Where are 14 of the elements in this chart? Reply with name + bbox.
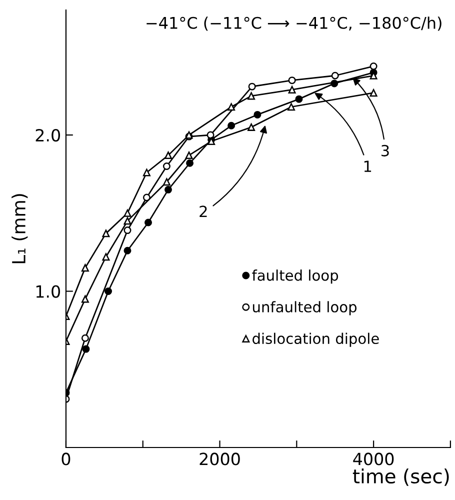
y-tick-label: 2.0	[36, 128, 60, 142]
annotation: 2	[200, 206, 207, 217]
x-tick-label: 4000	[353, 452, 394, 466]
y-tick-label: 1.0	[36, 285, 60, 298]
legend-label: dislocation dipole	[252, 332, 379, 347]
annotation: 3	[382, 144, 389, 156]
legend-label: unfaulted loop	[252, 301, 357, 316]
x-tick-label: 0	[62, 452, 70, 466]
annotation: 1	[364, 160, 372, 172]
chart-title: −41°C (−11°C ⟶ −41°C, −180°C/h)	[146, 16, 442, 31]
x-axis-title: time (sec)	[352, 468, 449, 486]
y-axis-title: L₁ (mm)	[12, 194, 28, 264]
x-tick-label: 2000	[200, 452, 240, 466]
legend-label: faulted loop	[252, 270, 338, 284]
